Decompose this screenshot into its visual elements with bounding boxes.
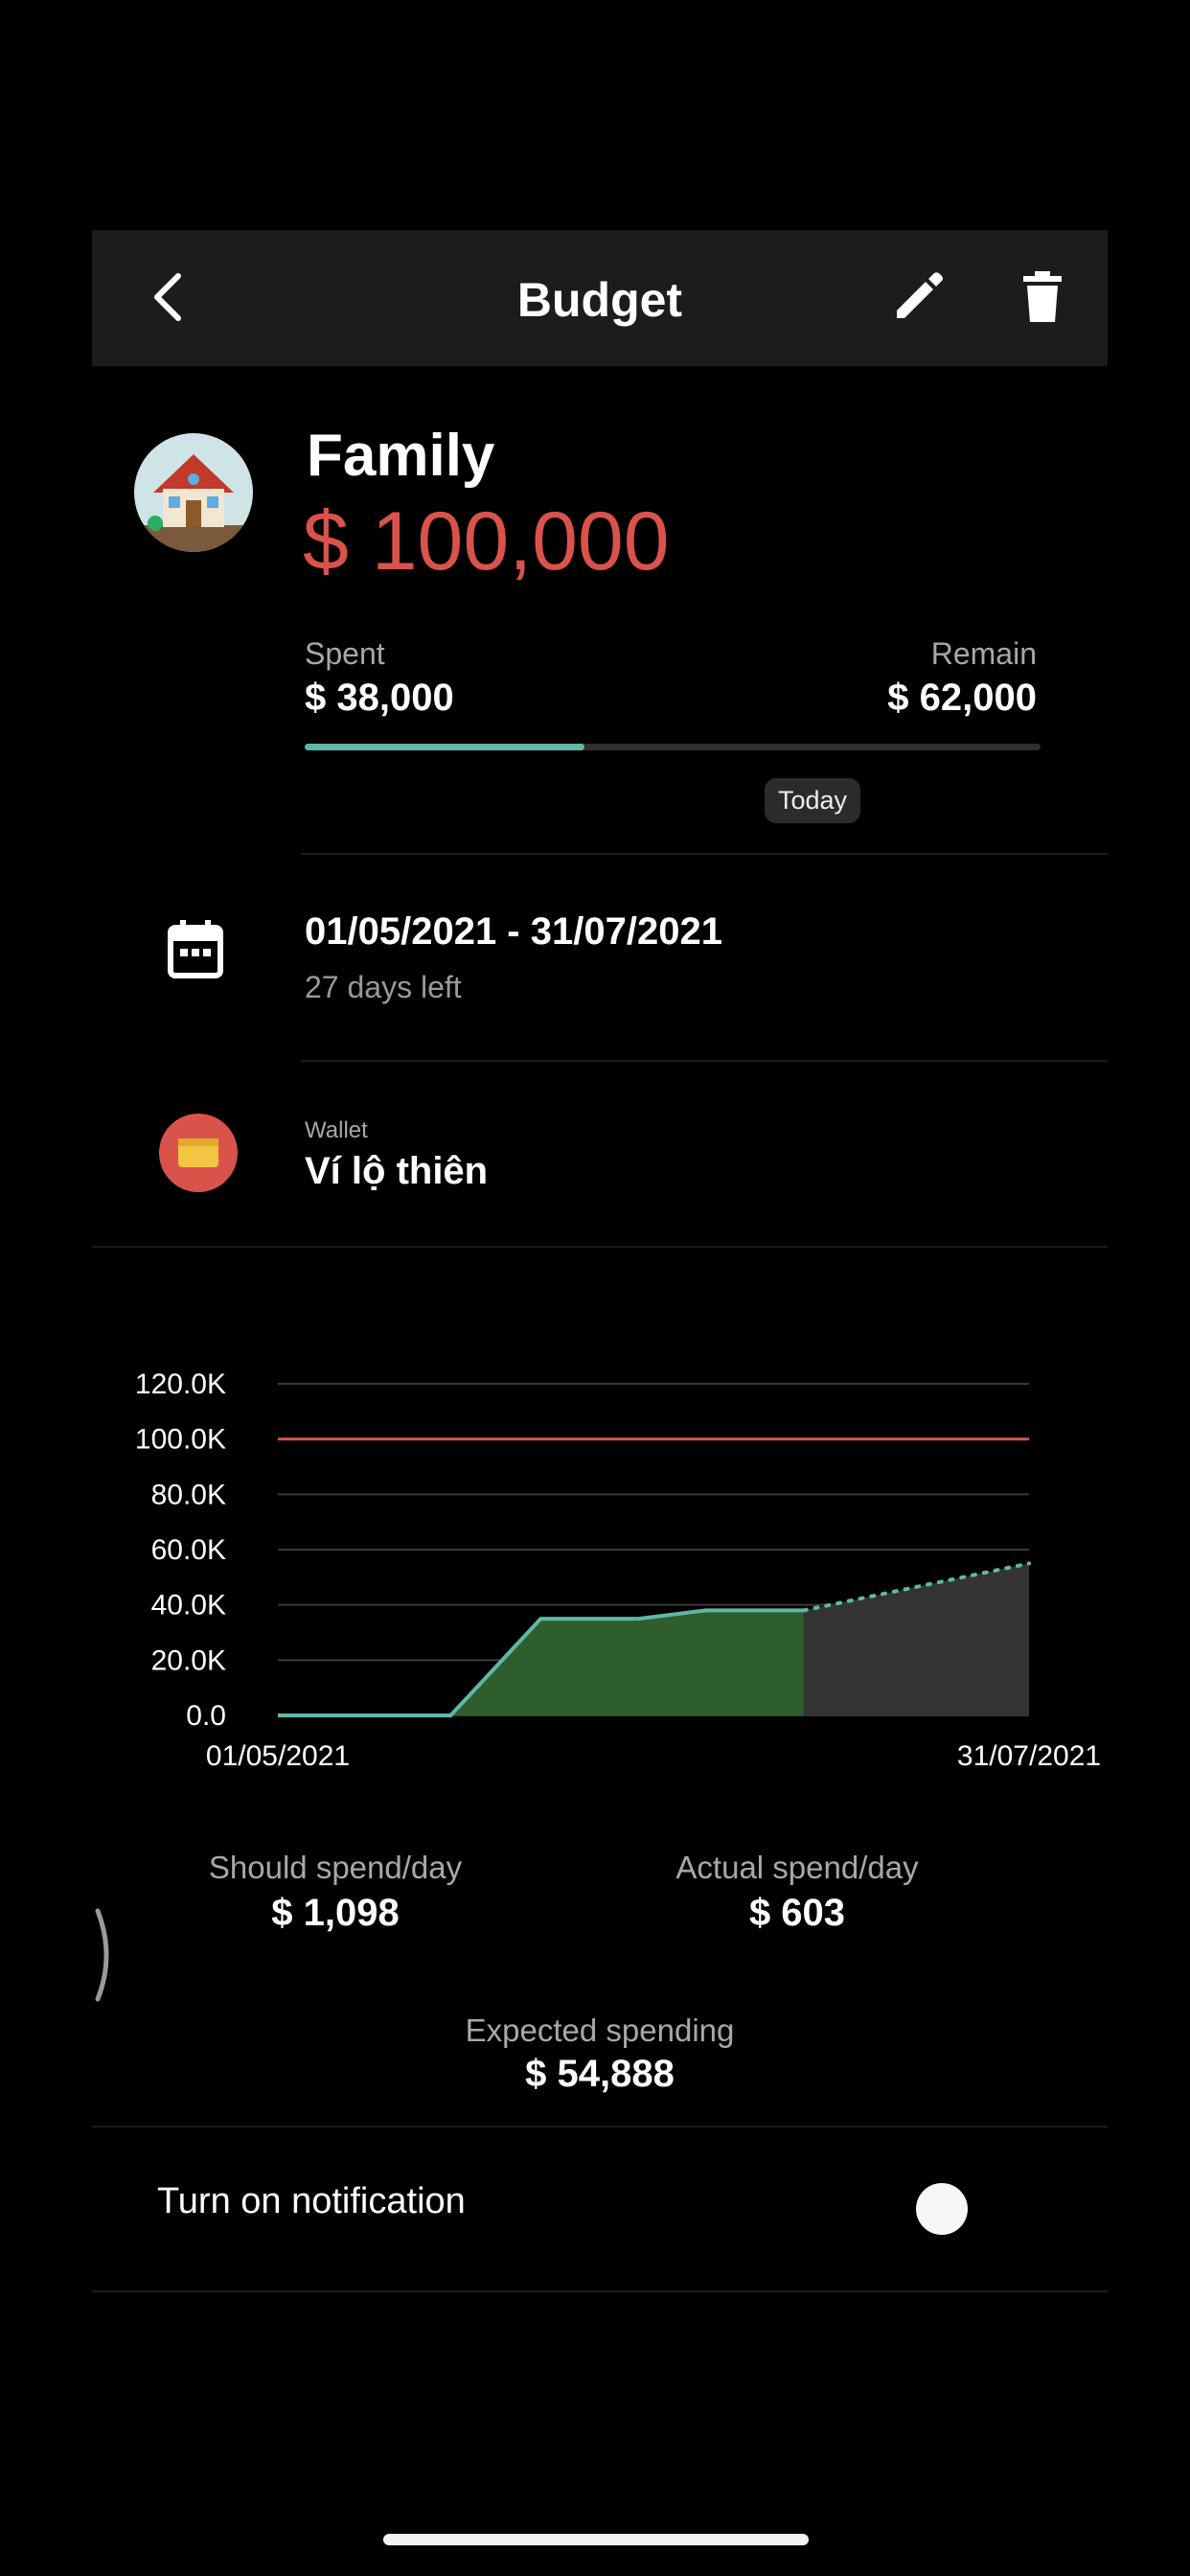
home-indicator[interactable] xyxy=(383,2534,809,2545)
y-tick-label: 20.0K xyxy=(151,1644,226,1676)
trash-icon[interactable] xyxy=(1016,268,1069,326)
house-avatar xyxy=(134,433,253,552)
spent-label: Spent xyxy=(305,636,385,671)
x-end-label: 31/07/2021 xyxy=(957,1740,1101,1772)
back-arrow-icon[interactable] xyxy=(140,268,197,326)
date-range[interactable]: 01/05/2021 - 31/07/2021 xyxy=(305,910,722,953)
app-bar: Budget xyxy=(92,230,1108,366)
wallet-icon xyxy=(159,1114,238,1192)
actual-line xyxy=(278,1608,804,1717)
notification-toggle[interactable] xyxy=(916,2183,968,2235)
actual-spend-label: Actual spend/day xyxy=(675,1850,919,1885)
progress-fill xyxy=(305,744,584,750)
expected-spending-value: $ 54,888 xyxy=(525,2053,675,2095)
today-badge: Today xyxy=(765,778,861,823)
house-icon xyxy=(134,454,253,552)
actual-spend-value: $ 603 xyxy=(748,1892,846,1934)
x-start-label: 01/05/2021 xyxy=(206,1740,350,1772)
notification-label: Turn on notification xyxy=(157,2181,466,2221)
y-tick-label: 120.0K xyxy=(135,1368,226,1400)
divider xyxy=(92,2290,1108,2292)
y-tick-label: 40.0K xyxy=(151,1590,226,1622)
y-tick-label: 80.0K xyxy=(151,1479,226,1510)
y-tick-label: 0.0 xyxy=(186,1700,226,1732)
divider xyxy=(92,1246,1108,1248)
spent-progress-bar xyxy=(305,744,1041,750)
divider xyxy=(301,853,1108,855)
y-tick-label: 100.0K xyxy=(135,1424,226,1456)
wallet-name[interactable]: Ví lộ thiên xyxy=(305,1150,489,1192)
should-spend-label: Should spend/day xyxy=(208,1850,463,1885)
days-left: 27 days left xyxy=(305,970,462,1004)
side-arc-indicator xyxy=(95,1908,109,2002)
remain-label: Remain xyxy=(930,636,1037,671)
divider xyxy=(301,1060,1108,1062)
budget-name: Family xyxy=(307,423,495,489)
y-tick-label: 60.0K xyxy=(151,1534,226,1566)
spent-value: $ 38,000 xyxy=(305,677,454,719)
forecast-line xyxy=(801,1561,1031,1613)
actual-area xyxy=(278,1610,804,1715)
budget-amount: $ 100,000 xyxy=(303,495,670,587)
remain-value: $ 62,000 xyxy=(887,677,1037,719)
page-title: Budget xyxy=(516,273,683,327)
expected-spending-label: Expected spending xyxy=(465,2012,735,2048)
wallet-label: Wallet xyxy=(305,1117,368,1143)
calendar-icon xyxy=(168,920,223,978)
divider xyxy=(92,2126,1108,2128)
pencil-icon[interactable] xyxy=(889,268,947,326)
spending-chart: 0.0 20.0K 40.0K 60.0K 80.0K 100.0K 120.0K 01/05… xyxy=(135,1368,1101,1772)
forecast-area xyxy=(803,1563,1029,1715)
should-spend-value: $ 1,098 xyxy=(271,1892,400,1934)
